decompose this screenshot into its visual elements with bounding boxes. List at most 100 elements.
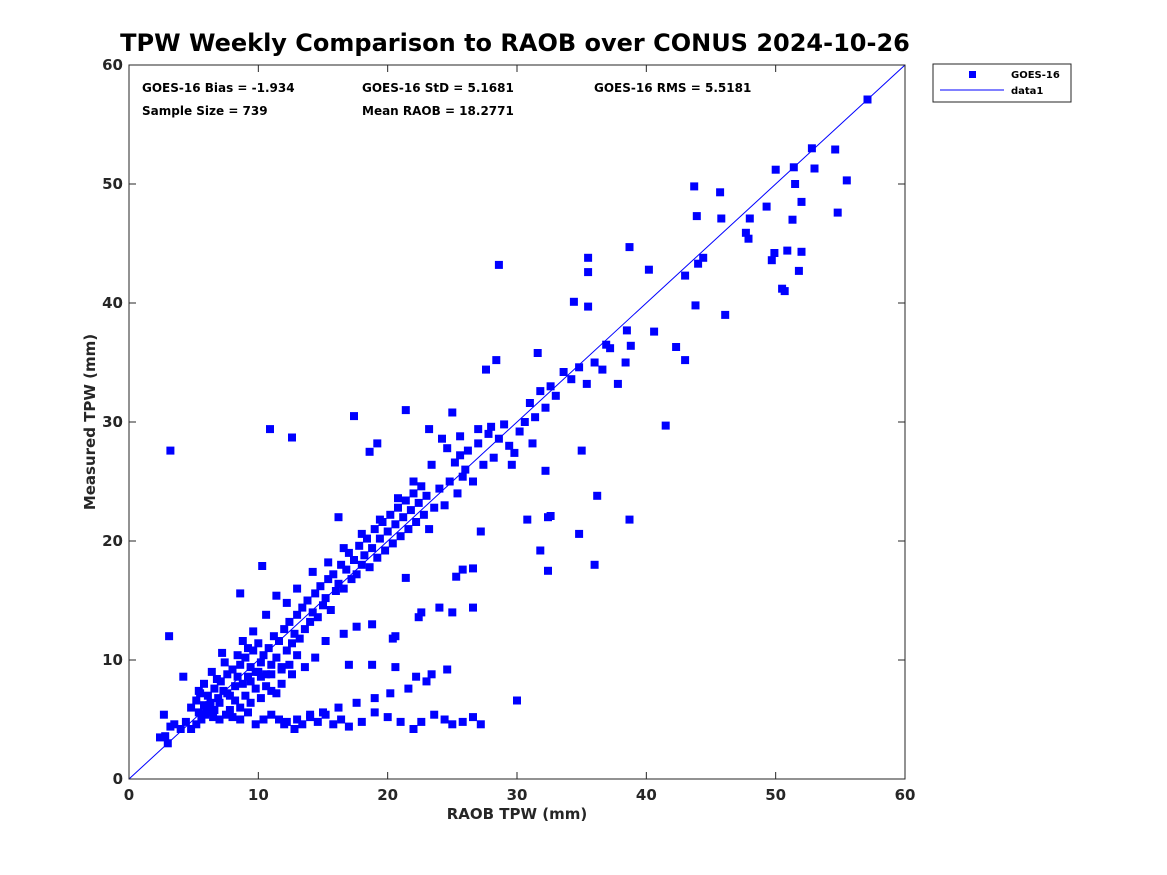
scatter-point-6 — [176, 725, 185, 733]
scatter-point-202 — [741, 228, 750, 237]
scatter-point-308 — [507, 460, 516, 469]
scatter-point-78 — [280, 625, 289, 634]
scatter-point-86 — [300, 625, 309, 634]
scatter-point-201 — [699, 253, 708, 262]
scatter-point-188 — [602, 340, 611, 349]
scatter-point-224 — [681, 271, 690, 280]
legend: GOES-16 data1 — [932, 63, 1072, 103]
scatter-point-151 — [500, 420, 509, 429]
scatter-point-178 — [438, 434, 446, 443]
scatter-point-217 — [797, 247, 806, 256]
x-tick-label-0: 0 — [124, 786, 134, 804]
scatter-point-272 — [386, 689, 395, 698]
scatter-point-148 — [484, 429, 493, 438]
scatter-point-309 — [528, 439, 537, 448]
scatter-point-83 — [293, 610, 302, 619]
scatter-point-137 — [440, 501, 449, 510]
scatter-point-195 — [692, 212, 701, 221]
scatter-point-141 — [456, 451, 465, 460]
scatter-point-45 — [179, 672, 188, 681]
scatter-point-250 — [388, 634, 397, 643]
scatter-point-9 — [192, 720, 201, 729]
reference-line-data1 — [128, 64, 906, 780]
scatter-point-281 — [266, 425, 274, 434]
scatter-point-38 — [440, 715, 449, 724]
scatter-point-104 — [347, 575, 356, 584]
scatter-point-261 — [246, 698, 255, 707]
scatter-point-319 — [293, 651, 302, 660]
scatter-point-106 — [352, 570, 361, 579]
scatter-point-130 — [414, 498, 423, 507]
scatter-point-164 — [575, 363, 584, 372]
scatter-point-203 — [744, 234, 753, 243]
scatter-point-275 — [334, 703, 343, 712]
scatter-point-218 — [807, 144, 816, 153]
scatter-point-280 — [288, 433, 296, 442]
scatter-point-33 — [383, 713, 392, 722]
scatter-point-37 — [430, 710, 439, 719]
scatter-point-62 — [238, 679, 247, 688]
scatter-point-144 — [463, 446, 472, 455]
scatter-point-221 — [833, 208, 842, 217]
scatter-point-111 — [365, 563, 374, 572]
scatter-point-18 — [251, 720, 260, 729]
scatter-point-276 — [319, 708, 327, 717]
scatter-point-282 — [258, 562, 267, 570]
scatter-point-40 — [458, 717, 467, 726]
scatter-point-197 — [717, 214, 726, 223]
scatter-point-259 — [267, 686, 276, 695]
scatter-point-315 — [267, 670, 276, 679]
scatter-point-231 — [575, 529, 584, 538]
scatter-point-156 — [525, 399, 534, 407]
scatter-point-246 — [414, 613, 423, 622]
scatter-point-226 — [661, 421, 670, 430]
scatter-point-240 — [469, 564, 477, 573]
scatter-point-312 — [251, 684, 260, 693]
scatter-point-317 — [277, 665, 286, 674]
ticks-layer: 0 10 20 30 40 50 60 0 10 20 30 40 50 60 — [102, 56, 915, 804]
scatter-point-291 — [249, 627, 258, 636]
scatter-point-24 — [298, 720, 307, 729]
scatter-point-176 — [401, 406, 410, 415]
scatter-point-166 — [590, 358, 599, 367]
scatter-point-167 — [598, 365, 607, 374]
scatter-point-255 — [311, 653, 320, 662]
scatter-point-8 — [187, 725, 196, 733]
scatter-point-284 — [218, 648, 227, 657]
scatter-point-294 — [282, 598, 291, 607]
y-tick-label-5: 50 — [102, 175, 123, 193]
y-tick-label-1: 10 — [102, 651, 123, 669]
scatter-point-193 — [672, 343, 681, 351]
scatter-point-160 — [546, 382, 555, 391]
scatter-point-180 — [482, 365, 490, 374]
scatter-point-204 — [762, 202, 771, 211]
scatter-point-134 — [425, 525, 434, 534]
scatter-point-329 — [254, 667, 263, 676]
scatter-point-232 — [536, 546, 545, 555]
scatter-point-200 — [694, 259, 703, 268]
scatter-point-127 — [406, 506, 415, 515]
scatter-point-56 — [223, 670, 232, 679]
scatter-point-125 — [401, 496, 410, 505]
scatter-point-163 — [567, 375, 576, 384]
scatter-point-302 — [409, 477, 418, 486]
scatter-point-206 — [770, 249, 779, 257]
legend-label-goes16: GOES-16 — [1011, 70, 1060, 81]
scatter-point-82 — [290, 629, 299, 638]
scatter-point-220 — [831, 145, 840, 154]
scatter-point-46 — [187, 703, 196, 712]
scatter-point-326 — [194, 708, 203, 717]
scatter-point-4 — [159, 710, 168, 719]
scatter-point-50 — [203, 691, 212, 700]
scatter-point-13 — [215, 715, 224, 724]
scatter-point-305 — [456, 432, 465, 441]
scatter-point-91 — [313, 613, 322, 622]
scatter-point-322 — [215, 698, 224, 707]
scatter-point-268 — [427, 670, 436, 679]
scatter-point-290 — [238, 637, 247, 645]
scatter-point-215 — [794, 266, 803, 275]
x-tick-label-5: 50 — [765, 786, 786, 804]
stat-sample-size: Sample Size = 739 — [142, 104, 268, 118]
scatter-point-320 — [231, 696, 240, 705]
scatter-point-170 — [621, 358, 630, 367]
